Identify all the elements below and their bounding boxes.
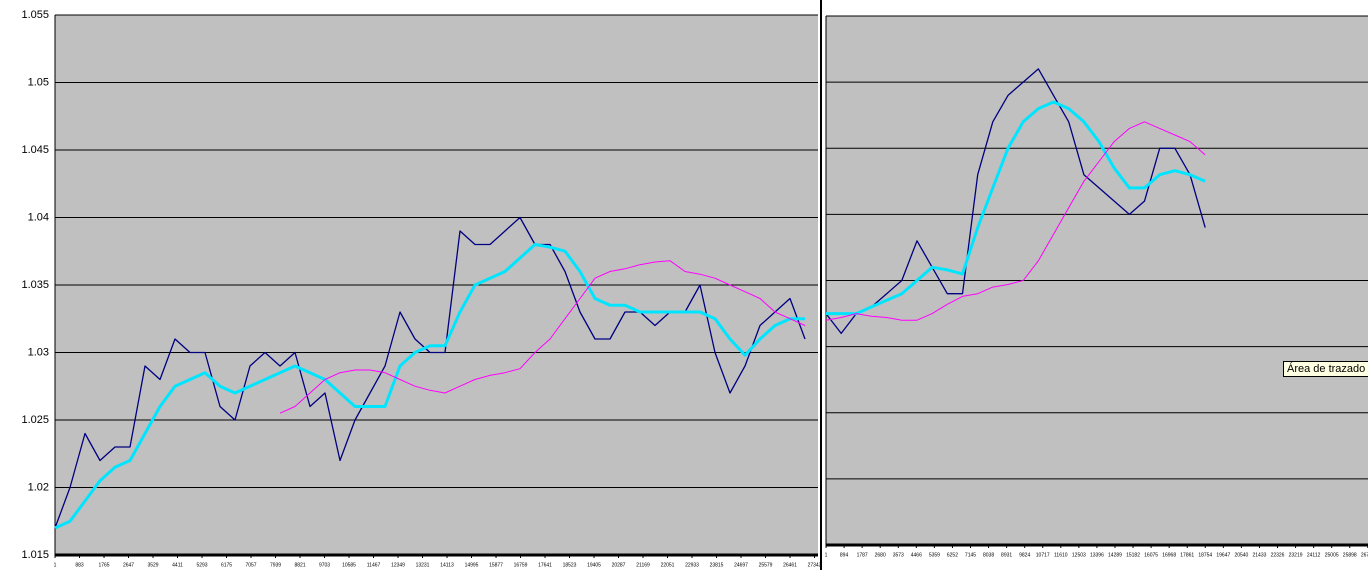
x-tick-label: 9824: [1019, 552, 1030, 558]
x-tick-label: 19405: [587, 562, 601, 568]
x-tick-label: 15182: [1126, 552, 1140, 558]
x-tick-label: 19647: [1216, 552, 1230, 558]
x-tick-label: 21433: [1253, 552, 1267, 558]
x-tick-label: 16075: [1144, 552, 1158, 558]
y-tick-label: 1.045: [21, 144, 49, 156]
x-tick-label: 13396: [1090, 552, 1104, 558]
x-tick-label: 9703: [319, 562, 330, 568]
y-tick-label: 1.05: [28, 76, 49, 88]
x-tick-label: 7939: [270, 562, 281, 568]
series-line: [825, 68, 1206, 335]
x-tick-label: 7145: [965, 552, 976, 558]
x-tick-label: 1: [54, 562, 57, 568]
x-tick-label: 883: [75, 562, 84, 568]
x-tick-label: 18754: [1198, 552, 1212, 558]
x-tick-label: 22051: [661, 562, 675, 568]
x-tick-label: 7057: [245, 562, 256, 568]
x-tick-label: 3529: [147, 562, 158, 568]
x-tick-label: 25005: [1325, 552, 1339, 558]
x-tick-label: 17861: [1180, 552, 1194, 558]
x-tick-label: 8038: [983, 552, 994, 558]
y-tick-label: 1.03: [28, 346, 49, 358]
x-tick-label: 3573: [893, 552, 904, 558]
x-tick-label: 15877: [489, 562, 503, 568]
x-tick-label: 1787: [857, 552, 868, 558]
x-tick-label: 5359: [929, 552, 940, 558]
x-tick-label: 21169: [636, 562, 650, 568]
x-tick-label: 12349: [391, 562, 405, 568]
x-tick-label: 8821: [294, 562, 305, 568]
y-tick-label: 1.02: [28, 481, 49, 493]
x-tick-label: 6175: [221, 562, 232, 568]
x-tick-label: 14113: [440, 562, 454, 568]
y-tick-label: 1.015: [21, 549, 49, 561]
y-tick-label: 1.025: [21, 414, 49, 426]
x-tick-label: 27343: [808, 562, 822, 568]
x-tick-label: 16759: [514, 562, 528, 568]
x-tick-label: 26461: [783, 562, 797, 568]
x-tick-label: 18523: [563, 562, 577, 568]
y-tick-label: 1.055: [21, 9, 49, 21]
series-line: [54, 243, 805, 530]
x-tick-label: 10717: [1036, 552, 1050, 558]
x-tick-label: 14289: [1108, 552, 1122, 558]
x-tick-label: 4411: [172, 562, 183, 568]
x-tick-label: 2680: [875, 552, 886, 558]
x-tick-label: 10585: [342, 562, 356, 568]
x-tick-label: 8931: [1001, 552, 1012, 558]
x-tick-label: 6252: [947, 552, 958, 558]
x-tick-label: 22933: [685, 562, 699, 568]
series-line: [826, 100, 1206, 316]
x-tick-label: 1765: [98, 562, 109, 568]
x-tick-label: 26791: [1361, 552, 1368, 558]
x-tick-label: 16968: [1162, 552, 1176, 558]
x-tick-label: 23815: [710, 562, 724, 568]
x-tick-label: 13231: [416, 562, 430, 568]
x-tick-label: 11610: [1054, 552, 1068, 558]
tooltip: Área de trazado: [1283, 361, 1368, 377]
x-tick-label: 2647: [123, 562, 134, 568]
x-tick-label: 25898: [1343, 552, 1357, 558]
x-tick-label: 20540: [1234, 552, 1248, 558]
y-tick-label: 1.035: [21, 279, 49, 291]
x-tick-label: 894: [840, 552, 849, 558]
x-tick-label: 5293: [196, 562, 207, 568]
x-tick-label: 1: [825, 552, 828, 558]
x-tick-label: 17641: [538, 562, 552, 568]
x-tick-label: 11467: [367, 562, 381, 568]
y-tick-label: 1.04: [28, 211, 49, 223]
series-line: [279, 260, 806, 414]
x-tick-label: 22326: [1271, 552, 1285, 558]
x-tick-label: 20287: [612, 562, 626, 568]
x-tick-label: 12503: [1072, 552, 1086, 558]
x-tick-label: 24697: [734, 562, 748, 568]
x-tick-label: 24112: [1307, 552, 1321, 558]
x-tick-label: 23219: [1289, 552, 1303, 558]
x-tick-label: 14995: [465, 562, 479, 568]
series-line: [825, 121, 1206, 321]
x-tick-label: 25579: [759, 562, 773, 568]
x-tick-label: 4466: [911, 552, 922, 558]
